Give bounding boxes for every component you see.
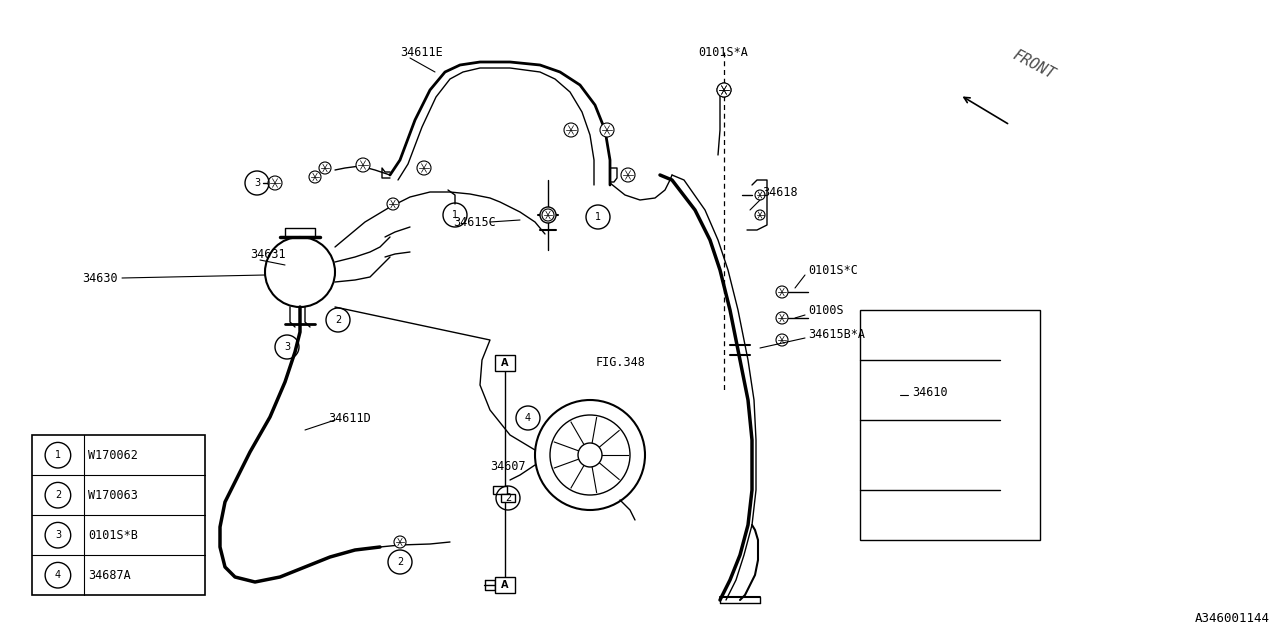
Text: 34611E: 34611E <box>399 45 443 58</box>
Text: 2: 2 <box>397 557 403 567</box>
Text: 0101S*C: 0101S*C <box>808 264 858 276</box>
Text: 3: 3 <box>253 178 260 188</box>
Bar <box>493 486 507 494</box>
Text: 34610: 34610 <box>911 385 947 399</box>
Circle shape <box>776 286 788 298</box>
Text: 2: 2 <box>335 315 342 325</box>
Text: 3: 3 <box>55 530 61 540</box>
Text: A: A <box>502 358 508 368</box>
Text: 34618: 34618 <box>762 186 797 200</box>
Circle shape <box>600 123 614 137</box>
Bar <box>500 494 515 502</box>
Circle shape <box>541 209 554 221</box>
Circle shape <box>387 198 399 210</box>
Text: 0100S: 0100S <box>808 303 844 317</box>
Circle shape <box>776 334 788 346</box>
Circle shape <box>319 162 332 174</box>
Bar <box>495 577 515 593</box>
Text: 34611D: 34611D <box>328 412 371 424</box>
Text: 34607: 34607 <box>490 461 526 474</box>
Text: FIG.348: FIG.348 <box>596 355 646 369</box>
Circle shape <box>717 83 731 97</box>
Text: 34615B*A: 34615B*A <box>808 328 865 342</box>
Text: 0101S*A: 0101S*A <box>698 45 748 58</box>
Text: 1: 1 <box>595 212 602 222</box>
Text: W170063: W170063 <box>88 489 138 502</box>
Text: 4: 4 <box>525 413 531 423</box>
Circle shape <box>564 123 579 137</box>
Text: 0101S*B: 0101S*B <box>88 529 138 541</box>
Text: 4: 4 <box>55 570 61 580</box>
Text: 3: 3 <box>284 342 291 352</box>
Bar <box>32 435 205 595</box>
Circle shape <box>579 443 602 467</box>
Bar <box>860 310 1039 540</box>
Circle shape <box>268 176 282 190</box>
Circle shape <box>621 168 635 182</box>
Text: 2: 2 <box>504 493 511 503</box>
Text: 2: 2 <box>55 490 61 500</box>
Text: FRONT: FRONT <box>1010 47 1057 83</box>
Text: 34687A: 34687A <box>88 569 131 582</box>
Circle shape <box>308 171 321 183</box>
Circle shape <box>394 536 406 548</box>
Text: 34630: 34630 <box>82 271 118 285</box>
Text: A: A <box>502 580 508 590</box>
Circle shape <box>540 207 556 223</box>
Text: 1: 1 <box>55 450 61 460</box>
Bar <box>495 355 515 371</box>
Circle shape <box>776 312 788 324</box>
Circle shape <box>755 190 765 200</box>
Text: W170062: W170062 <box>88 449 138 461</box>
Text: A346001144: A346001144 <box>1196 612 1270 625</box>
Circle shape <box>755 210 765 220</box>
Circle shape <box>417 161 431 175</box>
Text: 34631: 34631 <box>250 248 285 262</box>
Text: 34615C: 34615C <box>453 216 495 228</box>
Circle shape <box>717 83 731 97</box>
Text: 1: 1 <box>452 210 458 220</box>
Circle shape <box>356 158 370 172</box>
